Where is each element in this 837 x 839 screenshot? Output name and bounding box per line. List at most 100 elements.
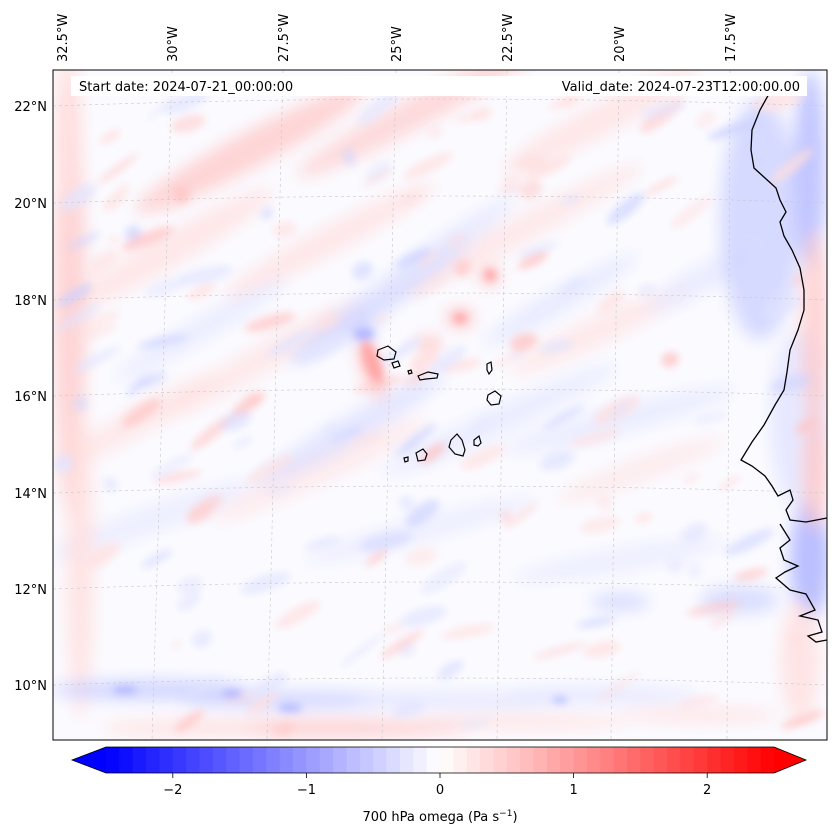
omega-detail: [539, 450, 575, 471]
lon-label: 27.5°W: [277, 14, 292, 62]
lat-label: 18°N: [14, 294, 47, 309]
omega-detail: [99, 129, 121, 145]
omega-peak: [552, 697, 568, 703]
omega-detail: [596, 494, 613, 511]
colorbar-cell: [546, 747, 561, 773]
lon-label: 30°W: [166, 26, 181, 62]
colorbar-extend-low: [72, 747, 106, 773]
omega-peak: [453, 313, 467, 323]
omega-detail: [329, 426, 364, 442]
omega-detail: [666, 558, 683, 574]
lat-label: 22°N: [14, 100, 47, 115]
omega-detail: [342, 148, 356, 166]
omega-detail: [499, 174, 523, 196]
omega-detail: [400, 424, 437, 451]
omega-detail: [240, 571, 291, 595]
omega-detail: [322, 422, 338, 436]
omega-detail: [191, 630, 212, 648]
colorbar-cell: [399, 747, 414, 773]
island-sao-nicolau: [417, 371, 439, 381]
omega-detail: [539, 339, 573, 354]
colorbar-cell: [252, 747, 267, 773]
colorbar-cell: [480, 747, 495, 773]
colorbar-cell: [239, 747, 254, 773]
colorbar-cell: [600, 747, 615, 773]
valid-date-text: Valid_date: 2024-07-23T12:00:00.00: [562, 80, 800, 95]
omega-detail: [446, 233, 466, 249]
omega-detail: [470, 416, 492, 433]
colorbar-label-exponent: −1: [499, 809, 512, 819]
omega-patch: [223, 182, 437, 298]
colorbar-cell: [760, 747, 775, 773]
parallel-line: [53, 485, 827, 494]
omega-peak: [354, 328, 374, 340]
omega-detail: [178, 265, 233, 285]
omega-patch: [590, 594, 650, 610]
omega-detail: [405, 547, 438, 567]
colorbar-cell: [226, 747, 241, 773]
omega-patch: [794, 70, 826, 270]
omega-patch: [790, 500, 827, 620]
colorbar-cell: [333, 747, 348, 773]
parallel-line: [53, 292, 827, 301]
omega-detail: [547, 94, 584, 110]
omega-detail: [395, 248, 431, 269]
omega-detail: [66, 231, 102, 250]
omega-detail: [375, 314, 388, 324]
colorbar-tick-label: 2: [703, 783, 711, 798]
omega-detail: [316, 311, 339, 330]
omega-detail: [682, 473, 701, 484]
omega-detail: [352, 261, 373, 280]
omega-detail: [787, 633, 807, 644]
date-header-bar: [71, 76, 807, 96]
colorbar-cell: [733, 747, 748, 773]
omega-detail: [266, 330, 312, 357]
meridian-line: [151, 70, 173, 740]
colorbar-cell: [199, 747, 214, 773]
omega-patch: [511, 537, 729, 583]
colorbar-cell: [266, 747, 281, 773]
omega-detail: [583, 640, 621, 658]
omega-detail: [503, 502, 538, 530]
omega-detail: [579, 516, 621, 534]
omega-detail: [145, 94, 178, 122]
colorbar-tick-label: 1: [569, 783, 577, 798]
omega-detail: [440, 623, 496, 640]
colorbar-cell: [159, 747, 174, 773]
omega-detail: [121, 226, 174, 251]
omega-detail: [724, 528, 775, 556]
omega-detail: [401, 191, 423, 206]
omega-detail: [231, 391, 266, 417]
omega-detail: [679, 695, 719, 707]
omega-detail: [638, 283, 655, 296]
omega-detail: [246, 454, 294, 484]
omega-detail: [453, 259, 472, 277]
omega-detail: [304, 536, 341, 551]
colorbar-cell: [306, 747, 321, 773]
colorbar-cell: [119, 747, 134, 773]
omega-detail: [261, 208, 274, 220]
lon-label: 17.5°W: [724, 14, 739, 62]
colorbar-label: 700 hPa omega (Pa s−1): [362, 809, 517, 825]
colorbar-cell: [346, 747, 361, 773]
omega-detail: [761, 296, 801, 320]
omega-detail: [359, 531, 413, 552]
island-santiago: [448, 433, 466, 457]
omega-detail: [412, 272, 451, 298]
omega-detail: [220, 411, 252, 431]
omega-detail: [360, 168, 394, 188]
cape-verde-islands: [376, 345, 502, 463]
omega-detail: [72, 346, 121, 373]
omega-detail: [634, 513, 653, 523]
colorbar-tick-label: −2: [163, 783, 182, 798]
omega-detail: [76, 310, 121, 334]
omega-patch: [803, 410, 827, 530]
omega-detail: [519, 180, 543, 200]
omega-patch: [53, 480, 254, 560]
omega-detail: [707, 119, 760, 140]
africa-coastline: [740, 91, 827, 643]
omega-detail: [428, 345, 467, 376]
colorbar-cell: [493, 747, 508, 773]
omega-detail: [639, 101, 686, 119]
